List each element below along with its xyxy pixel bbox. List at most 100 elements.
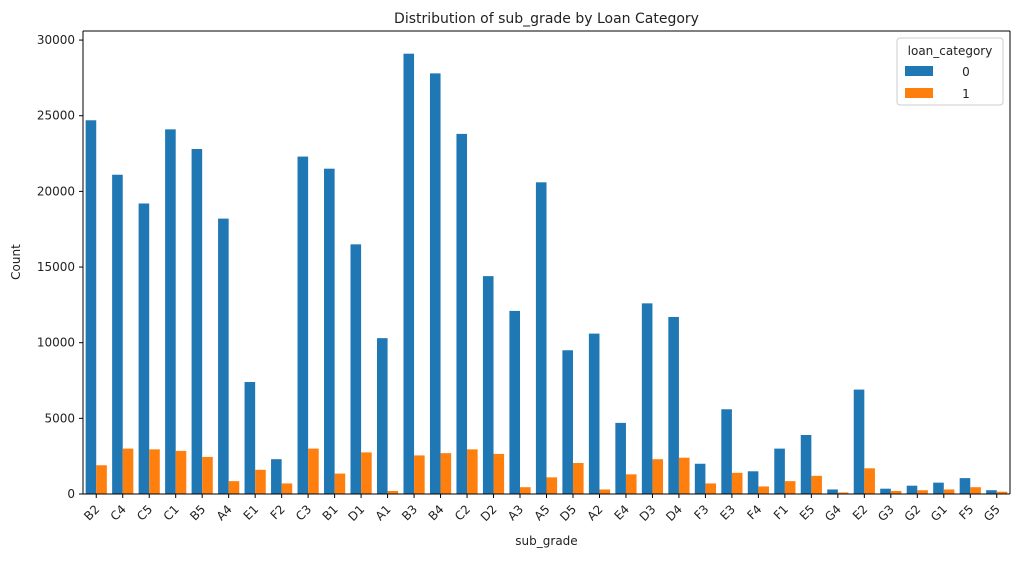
x-tick-label: C2 [452,502,473,523]
x-tick-label: B5 [187,502,208,523]
x-tick-label: G4 [822,502,844,524]
bar-E3-series-0 [721,409,732,494]
bar-F4-series-1 [758,486,769,494]
bar-E4-series-1 [625,474,637,494]
x-tick-label: D2 [478,502,500,524]
bar-B4-series-1 [440,453,452,494]
bar-C1-series-1 [175,450,187,494]
bar-G2-series-0 [906,485,918,494]
legend-label-1: 1 [962,87,970,101]
bar-A3-series-1 [520,487,531,494]
bar-F1-series-1 [784,481,796,494]
bar-D5-series-0 [562,350,573,494]
bar-F2-series-0 [271,459,282,494]
bar-E4-series-0 [615,422,626,494]
y-tick-label: 25000 [37,109,75,123]
y-tick-label: 20000 [37,184,75,198]
x-tick-label: B2 [81,502,102,523]
x-tick-label: C3 [293,502,314,523]
x-tick-label: B1 [320,502,341,523]
x-tick-label: F4 [744,502,764,522]
x-axis-title: sub_grade [515,534,577,548]
x-tick-label: E4 [611,502,632,523]
bar-C2-series-0 [456,133,468,494]
bar-B4-series-0 [429,73,441,495]
x-tick-label: C1 [161,502,182,523]
y-tick-label: 30000 [37,33,75,47]
y-tick-label: 10000 [37,336,75,350]
bar-A5-series-1 [546,477,558,494]
bar-G4-series-0 [827,489,838,494]
x-tick-label: G3 [875,502,897,524]
x-tick-label: D3 [637,502,659,524]
bar-A2-series-1 [599,489,611,494]
y-tick-label: 0 [67,487,75,501]
bar-F5-series-1 [970,487,981,494]
chart-title: Distribution of sub_grade by Loan Catego… [394,11,699,27]
bar-F5-series-0 [959,478,971,494]
bar-F4-series-0 [747,471,759,494]
x-tick-label: B3 [399,502,420,523]
x-tick-label: C4 [108,502,129,523]
bar-B5-series-0 [191,149,203,494]
bar-A5-series-0 [535,182,547,494]
x-tick-label: G1 [928,502,950,524]
bar-G5-series-1 [996,491,1008,494]
bar-C3-series-0 [297,156,309,494]
bar-G3-series-0 [880,488,891,494]
bar-F2-series-1 [281,483,293,494]
legend-swatch-0 [905,66,933,76]
y-axis-title: Count [9,244,23,280]
bar-B3-series-1 [414,455,425,494]
y-ticks: 0 5000 10000 15000 20000 25000 30000 [37,33,83,501]
x-tick-label: F5 [956,502,976,522]
x-tick-label: E1 [241,502,262,523]
x-tick-label: C5 [134,502,155,523]
bar-G1-series-0 [933,482,944,494]
x-tick-label: A3 [505,502,526,523]
bar-A4-series-1 [228,481,240,494]
x-tick-label: E5 [797,502,818,523]
x-tick-label: G2 [902,502,924,524]
bar-E5-series-0 [800,434,812,494]
x-tick-label: D5 [557,502,579,524]
bar-F3-series-1 [705,483,716,494]
bar-A1-series-0 [376,338,388,494]
bar-G1-series-1 [943,489,955,494]
x-tick-label: E2 [850,502,871,523]
bar-D1-series-0 [350,244,362,494]
bar-E3-series-1 [731,472,743,494]
bar-G5-series-0 [986,490,997,494]
x-tick-label: F2 [268,502,288,522]
bar-A4-series-0 [218,218,229,494]
bar-E1-series-0 [244,382,256,494]
x-tick-label: E3 [717,502,738,523]
bar-B1-series-1 [334,473,346,494]
bar-G2-series-1 [917,490,928,494]
legend-swatch-1 [905,88,933,98]
bar-G4-series-1 [837,492,849,494]
bar-C4-series-1 [122,448,134,494]
axes-layer [82,30,1011,495]
bar-C2-series-1 [467,449,478,494]
bar-C3-series-1 [308,448,319,494]
bar-B5-series-1 [202,456,213,494]
bar-E2-series-1 [864,468,875,494]
bar-A2-series-0 [588,333,600,494]
bar-D4-series-0 [668,316,679,494]
bar-D2-series-0 [482,276,494,494]
legend-label-0: 0 [962,65,970,79]
x-tick-label: D4 [663,502,685,524]
bar-B3-series-0 [403,53,415,494]
bar-E5-series-1 [811,475,822,494]
x-ticks: B2 C4 C5 C1 B5 A4 E1 F2 C3 B1 D1 A1 B3 B4 C2 D2 A3 A5 D5 A2… [81,494,1003,524]
bar-B1-series-0 [324,168,335,494]
bar-B2-series-0 [85,120,97,495]
bar-D5-series-1 [572,462,584,494]
x-tick-label: A1 [373,502,394,523]
x-tick-label: D1 [345,502,367,524]
bar-A3-series-0 [509,310,521,494]
bar-D3-series-0 [641,303,653,494]
